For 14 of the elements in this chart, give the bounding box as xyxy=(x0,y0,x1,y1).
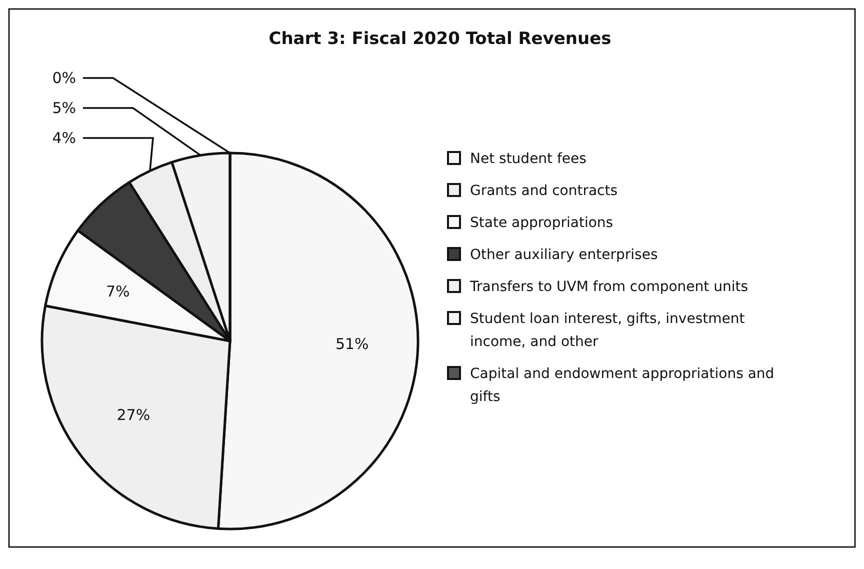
data-label: 4% xyxy=(52,129,76,147)
legend-label: Grants and contracts xyxy=(470,183,618,199)
data-label: 27% xyxy=(116,406,150,424)
legend-label: Capital and endowment appropriations and gifts xyxy=(470,366,774,405)
data-label: 7% xyxy=(106,282,130,301)
text: 0% xyxy=(52,69,76,87)
legend-label: State appropriations xyxy=(470,215,614,231)
chart-title: Chart 3: Fiscal 2020 Total Revenues xyxy=(268,29,612,49)
legend-label: Net student fees xyxy=(470,151,586,167)
legend-label: Transfers to UVM from component units xyxy=(469,279,748,295)
legend-label: Student loan interest, gifts, investment income, and other xyxy=(470,311,746,350)
legend-label: Other auxiliary enterprises xyxy=(470,247,658,263)
data-label: 51% xyxy=(335,334,369,353)
data-label: 5% xyxy=(52,99,76,117)
